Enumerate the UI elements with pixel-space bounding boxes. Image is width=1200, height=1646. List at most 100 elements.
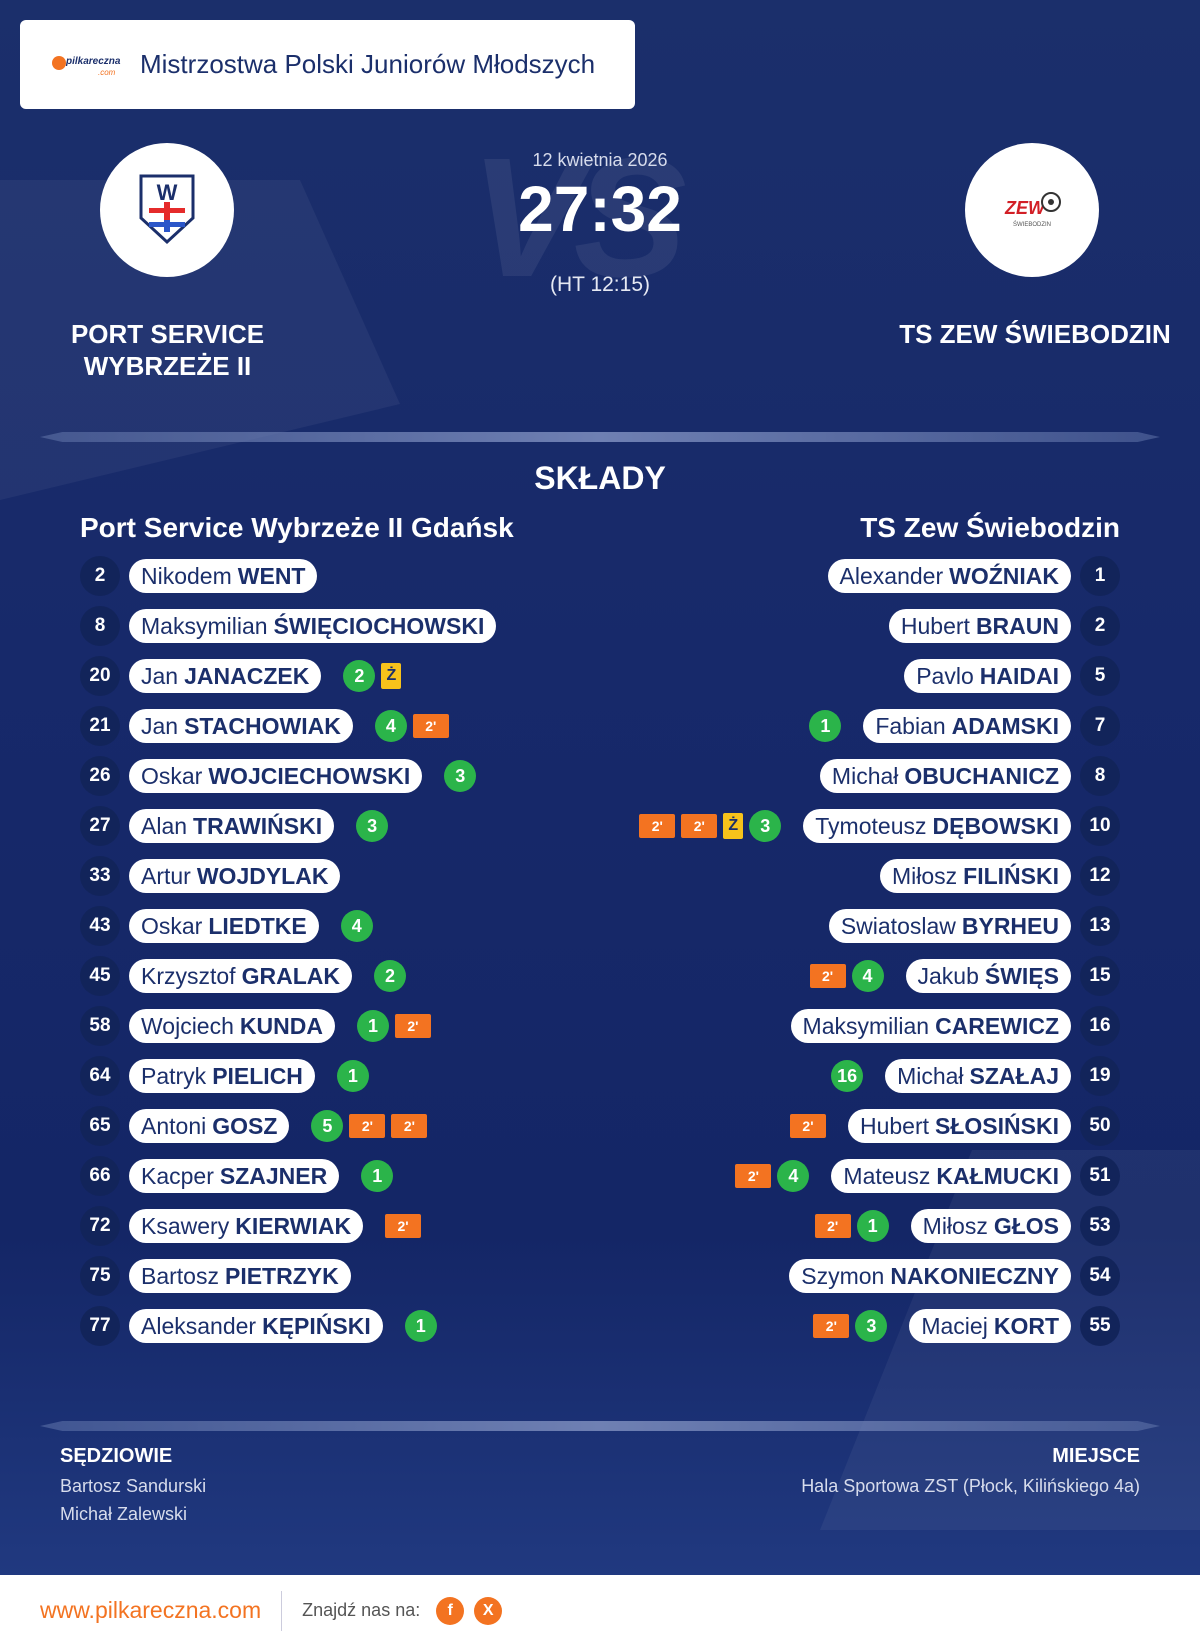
player-stats: 16 (831, 1060, 864, 1092)
player-name: Pavlo HAIDAI (904, 659, 1071, 693)
player-last-name: PIETRZYK (224, 1262, 339, 1289)
player-last-name: KUNDA (239, 1012, 323, 1039)
header-card: pilkareczna .com Mistrzostwa Polski Juni… (20, 20, 635, 109)
player-number: 10 (1080, 806, 1120, 846)
goals-badge: 2 (373, 960, 406, 992)
player-number: 15 (1080, 956, 1120, 996)
player-last-name: SZAŁAJ (969, 1062, 1059, 1089)
player-name: Mateusz KAŁMUCKI (831, 1159, 1071, 1193)
player-name: Michał OBUCHANICZ (819, 759, 1071, 793)
player-last-name: ADAMSKI (951, 712, 1059, 739)
away-team-name: TS ZEW ŚWIEBODZIN (899, 319, 1171, 349)
player-first-name: Oskar (141, 912, 203, 939)
player-stats: 1 (361, 1160, 394, 1192)
suspension-badge: 2' (391, 1114, 428, 1138)
player-name: Swiatoslaw BYRHEU (828, 909, 1071, 943)
player-stats: 4 2' (809, 960, 884, 992)
player-stats: 4 2' (735, 1160, 810, 1192)
player-number: 72 (80, 1206, 120, 1246)
player-row: 50 Hubert SŁOSIŃSKI 2' (789, 1106, 1120, 1146)
player-number: 54 (1080, 1256, 1120, 1296)
player-last-name: STACHOWIAK (184, 712, 341, 739)
player-last-name: ŚWIĘS (984, 962, 1059, 989)
player-first-name: Tymoteusz (815, 812, 927, 839)
player-number: 77 (80, 1306, 120, 1346)
away-logo-subtext: ŚWIEBODZIN (1013, 220, 1051, 228)
player-number: 64 (80, 1056, 120, 1096)
goals-badge: 4 (777, 1160, 810, 1192)
suspension-badge: 2' (813, 1314, 850, 1338)
player-last-name: LIEDTKE (208, 912, 307, 939)
player-row: 77 Aleksander KĘPIŃSKI 1 (80, 1306, 437, 1346)
player-number: 51 (1080, 1156, 1120, 1196)
player-stats: 1 2' (814, 1210, 889, 1242)
home-team-name-line2: WYBRZEŻE II (83, 351, 252, 381)
player-number: 2 (80, 556, 120, 596)
player-stats: 1 (336, 1060, 369, 1092)
site-url-link[interactable]: www.pilkareczna.com (40, 1597, 262, 1623)
player-first-name: Szymon (801, 1262, 885, 1289)
player-row: 7 Fabian ADAMSKI 1 (809, 706, 1120, 746)
player-name: Oskar LIEDTKE (129, 909, 319, 943)
player-name: Hubert SŁOSIŃSKI (847, 1109, 1071, 1143)
player-name: Miłosz FILIŃSKI (879, 859, 1071, 893)
player-last-name: KORT (993, 1312, 1059, 1339)
suspension-badge: 2' (639, 814, 676, 838)
player-number: 20 (80, 656, 120, 696)
player-last-name: ŚWIĘCIOCHOWSKI (273, 612, 485, 639)
player-first-name: Jakub (917, 962, 979, 989)
goals-badge: 4 (340, 910, 373, 942)
player-number: 65 (80, 1106, 120, 1146)
footer-separator (281, 1590, 283, 1631)
suspension-badge: 2' (385, 1214, 422, 1238)
player-last-name: PIELICH (212, 1062, 303, 1089)
player-name: Oskar WOJCIECHOWSKI (129, 759, 423, 793)
player-number: 45 (80, 956, 120, 996)
suspension-badge: 2' (814, 1214, 851, 1238)
player-row: 12 Miłosz FILIŃSKI (879, 856, 1120, 896)
player-number: 55 (1080, 1306, 1120, 1346)
player-stats: 3 (356, 810, 389, 842)
x-icon[interactable]: X (474, 1596, 503, 1625)
goals-badge: 5 (311, 1110, 344, 1142)
player-name: Hubert BRAUN (888, 609, 1071, 643)
player-number: 27 (80, 806, 120, 846)
player-row: 15 Jakub ŚWIĘS 4 2' (809, 956, 1120, 996)
player-row: 72 Ksawery KIERWIAK 2' (80, 1206, 422, 1246)
facebook-icon[interactable]: f (436, 1596, 465, 1625)
player-number: 33 (80, 856, 120, 896)
player-row: 13 Swiatoslaw BYRHEU (828, 906, 1120, 946)
player-first-name: Nikodem (141, 562, 232, 589)
player-name: Maksymilian ŚWIĘCIOCHOWSKI (129, 609, 497, 643)
player-first-name: Bartosz (141, 1262, 219, 1289)
player-row: 2 Nikodem WENT (80, 556, 318, 596)
goals-badge: 2 (343, 660, 376, 692)
player-number: 53 (1080, 1206, 1120, 1246)
divider (40, 1421, 1160, 1431)
player-first-name: Michał (897, 1062, 964, 1089)
player-last-name: WOŹNIAK (949, 562, 1059, 589)
player-row: 65 Antoni GOSZ 5 2' 2' (80, 1106, 428, 1146)
home-logo-letter: W (157, 180, 178, 205)
player-row: 45 Krzysztof GRALAK 2 (80, 956, 406, 996)
goals-badge: 1 (856, 1210, 889, 1242)
player-row: 58 Wojciech KUNDA 1 2' (80, 1006, 431, 1046)
player-row: 20 Jan JANACZEK 2 Ż (80, 656, 402, 696)
player-name: Michał SZAŁAJ (885, 1059, 1071, 1093)
pilkareczna-logo: pilkareczna .com (50, 50, 120, 80)
player-row: 53 Miłosz GŁOS 1 2' (814, 1206, 1120, 1246)
player-first-name: Alexander (839, 562, 944, 589)
brand-suffix: .com (98, 67, 116, 77)
player-number: 5 (1080, 656, 1120, 696)
divider (40, 432, 1160, 442)
player-last-name: KIERWIAK (235, 1212, 352, 1239)
player-name: Jakub ŚWIĘS (905, 959, 1071, 993)
player-first-name: Jan (141, 712, 179, 739)
player-name: Tymoteusz DĘBOWSKI (803, 809, 1071, 843)
player-name: Alan TRAWIŃSKI (129, 809, 335, 843)
player-row: 1 Alexander WOŹNIAK (827, 556, 1120, 596)
player-last-name: WENT (237, 562, 306, 589)
player-row: 26 Oskar WOJCIECHOWSKI 3 (80, 756, 477, 796)
player-last-name: GOSZ (212, 1112, 278, 1139)
player-first-name: Alan (141, 812, 188, 839)
